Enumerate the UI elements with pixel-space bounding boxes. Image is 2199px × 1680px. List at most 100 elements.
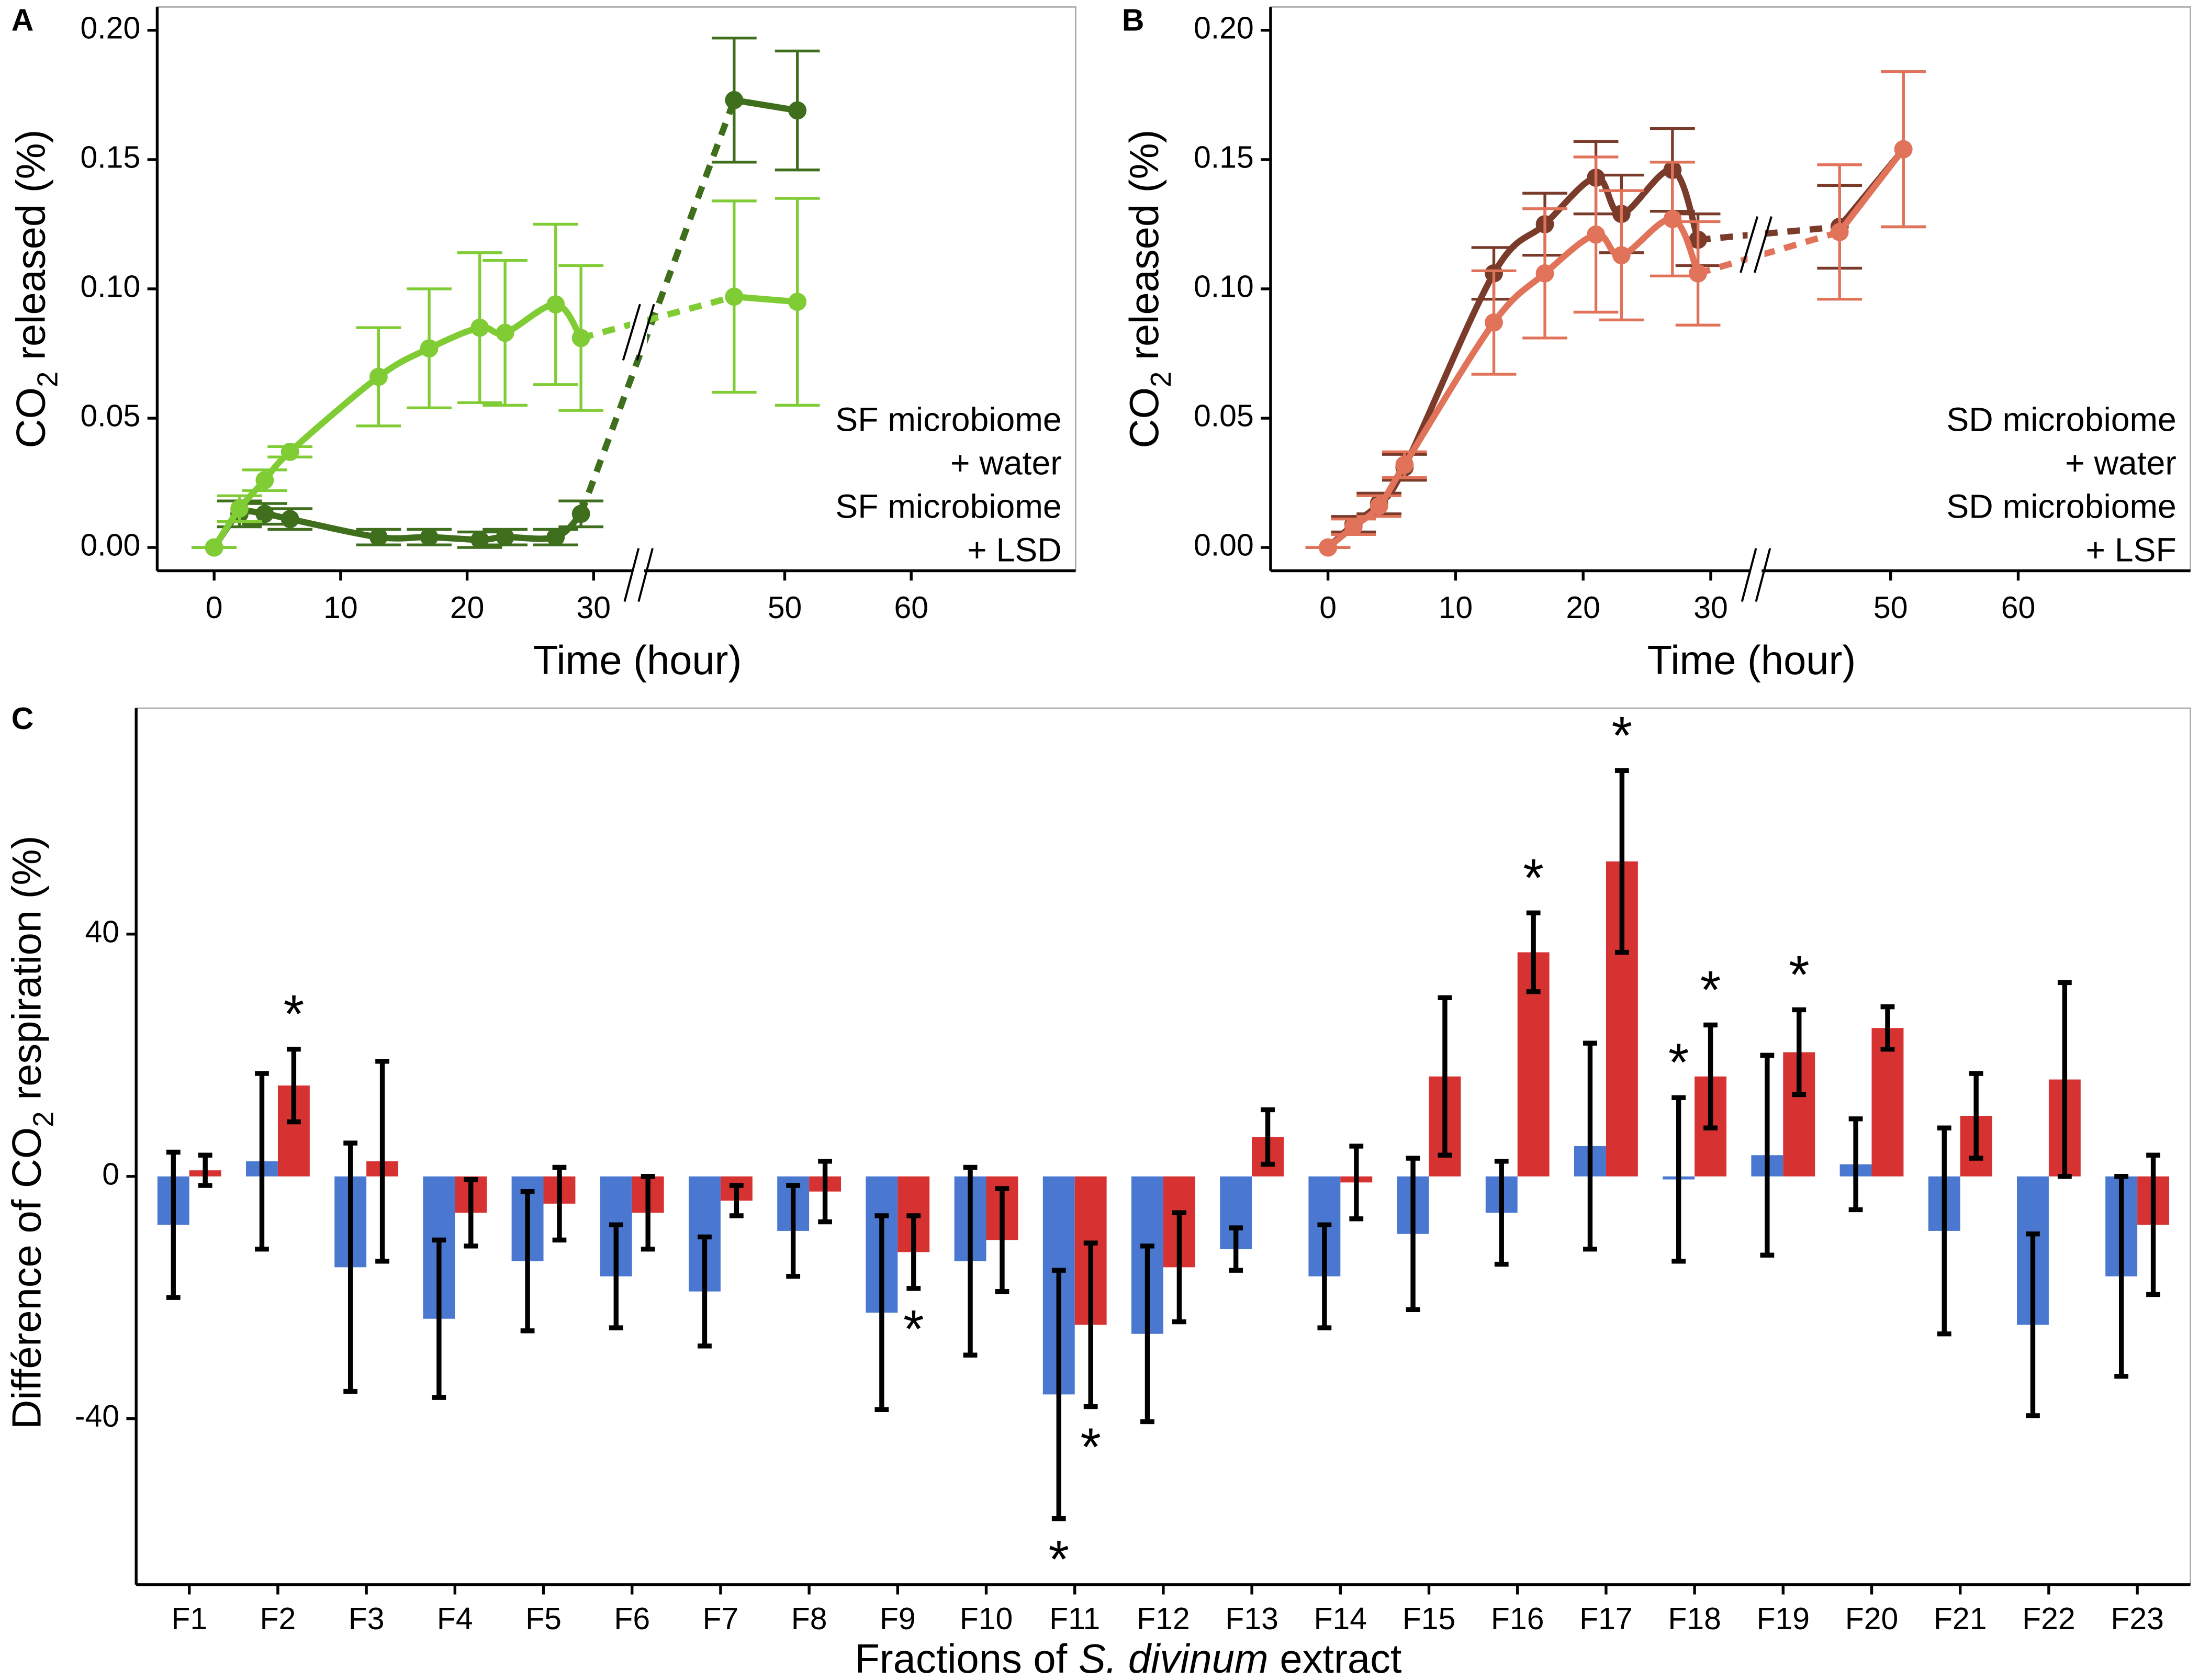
y-axis-title-part: respiration (%) (4, 836, 49, 1100)
y-axis-title-part: 2 (27, 1111, 59, 1127)
error-bar (1051, 1268, 1066, 1521)
error-bar (1083, 1240, 1098, 1409)
error-bar (1792, 1007, 1807, 1097)
x-tick-label: F7 (703, 1602, 739, 1636)
y-axis-title: CO2 released (%) (1122, 129, 1177, 448)
axis-break (637, 548, 654, 602)
significance-marker: * (1523, 848, 1544, 908)
error-bar (1614, 768, 1629, 955)
error-bar (906, 1213, 921, 1291)
x-tick-label: F2 (260, 1602, 296, 1636)
significance-marker: * (1612, 705, 1633, 765)
error-bar (286, 1047, 301, 1125)
error-bar (1848, 1116, 1863, 1213)
x-tick-label: 60 (894, 591, 928, 625)
error-bar (1406, 1156, 1420, 1313)
legend-entry: + water (2065, 444, 2176, 482)
bar (1871, 1028, 1904, 1177)
legend-entry: SD microbiome (1946, 488, 2176, 525)
significance-marker: * (1700, 960, 1721, 1020)
error-bar (1140, 1244, 1154, 1425)
x-tick-label: 20 (450, 591, 485, 625)
error-bar (1494, 1159, 1509, 1267)
error-bar (2026, 1231, 2040, 1418)
error-bar (552, 1164, 567, 1242)
data-point (725, 91, 744, 109)
data-point (1663, 210, 1682, 228)
x-tick-label: F20 (1845, 1602, 1899, 1636)
significance-marker: * (1789, 945, 1810, 1004)
y-tick-label: 0.00 (81, 529, 141, 563)
error-bar (1969, 1071, 1983, 1161)
error-bar (1261, 1107, 1275, 1167)
x-axis-title: Time (hour) (533, 638, 742, 683)
data-point (281, 510, 299, 529)
axis-break (623, 548, 640, 602)
axis-break (1741, 548, 1757, 602)
error-bar (2057, 980, 2072, 1179)
x-tick-label: F13 (1225, 1602, 1278, 1636)
line-gap-connector (1698, 223, 1840, 243)
error-bar (1880, 1004, 1895, 1052)
x-tick-label: 50 (1873, 591, 1908, 625)
y-tick-label: 0.10 (81, 270, 141, 304)
x-tick-label: 0 (1319, 591, 1337, 625)
error-bar (1172, 1210, 1186, 1325)
data-point (571, 505, 590, 523)
data-point (1370, 497, 1388, 516)
error-bar (786, 1183, 801, 1279)
y-axis-title-part: released (%) (8, 129, 53, 360)
x-tick-label: 30 (1693, 591, 1728, 625)
y-tick-label: 0.05 (81, 399, 141, 433)
y-axis-title-part: CO (8, 387, 53, 449)
line-break (1753, 216, 1772, 273)
axis-break-gap (633, 566, 644, 575)
line-break (1740, 216, 1759, 273)
legend-entry: SD microbiome (1946, 401, 2176, 439)
x-tick-label: F21 (1934, 1602, 1987, 1636)
error-bar (1438, 995, 1452, 1158)
data-point (369, 528, 388, 546)
line-gap-connector (578, 99, 737, 515)
x-tick-label: F18 (1668, 1602, 1721, 1636)
error-bar (995, 1186, 1009, 1294)
y-tick-label: 0.05 (1194, 399, 1254, 433)
data-point (1587, 225, 1605, 244)
x-tick-label: F8 (791, 1602, 827, 1636)
x-tick-label: F4 (437, 1602, 473, 1636)
error-bar (198, 1152, 212, 1188)
x-tick-label: 0 (206, 591, 223, 625)
error-bar (609, 1222, 623, 1330)
x-tick-label: F14 (1314, 1602, 1367, 1636)
data-point (420, 339, 439, 358)
data-point (546, 295, 565, 314)
y-tick-label: -40 (75, 1399, 119, 1433)
data-point (725, 287, 744, 306)
x-tick-label: F10 (960, 1602, 1013, 1636)
error-bar (1583, 1040, 1597, 1252)
legend-entry: + water (950, 444, 1062, 482)
axis-break-gap (1750, 566, 1762, 575)
x-tick-label: 50 (768, 591, 802, 625)
y-axis-title-part: CO (1122, 387, 1167, 449)
data-point (1612, 246, 1631, 265)
error-bar (729, 1183, 744, 1218)
legend-entry: SF microbiome (835, 488, 1061, 525)
legend-entry: SF microbiome (835, 401, 1061, 439)
line-break (636, 304, 655, 361)
error-bar (432, 1237, 446, 1400)
legend-entry: + LSF (2085, 531, 2176, 569)
y-axis-title: Différence of CO2 respiration (%) (4, 836, 59, 1429)
x-axis-title-part: Fractions of (855, 1637, 1067, 1680)
y-tick-label: 40 (85, 915, 119, 949)
data-point (205, 538, 223, 557)
data-point (496, 323, 514, 342)
error-bar (1349, 1144, 1364, 1222)
data-point (1689, 264, 1708, 283)
line-gap-connector (580, 293, 735, 341)
data-point (788, 101, 807, 120)
significance-marker: * (903, 1299, 924, 1359)
x-tick-label: F1 (171, 1602, 207, 1636)
y-tick-label: 0.15 (1194, 140, 1254, 174)
